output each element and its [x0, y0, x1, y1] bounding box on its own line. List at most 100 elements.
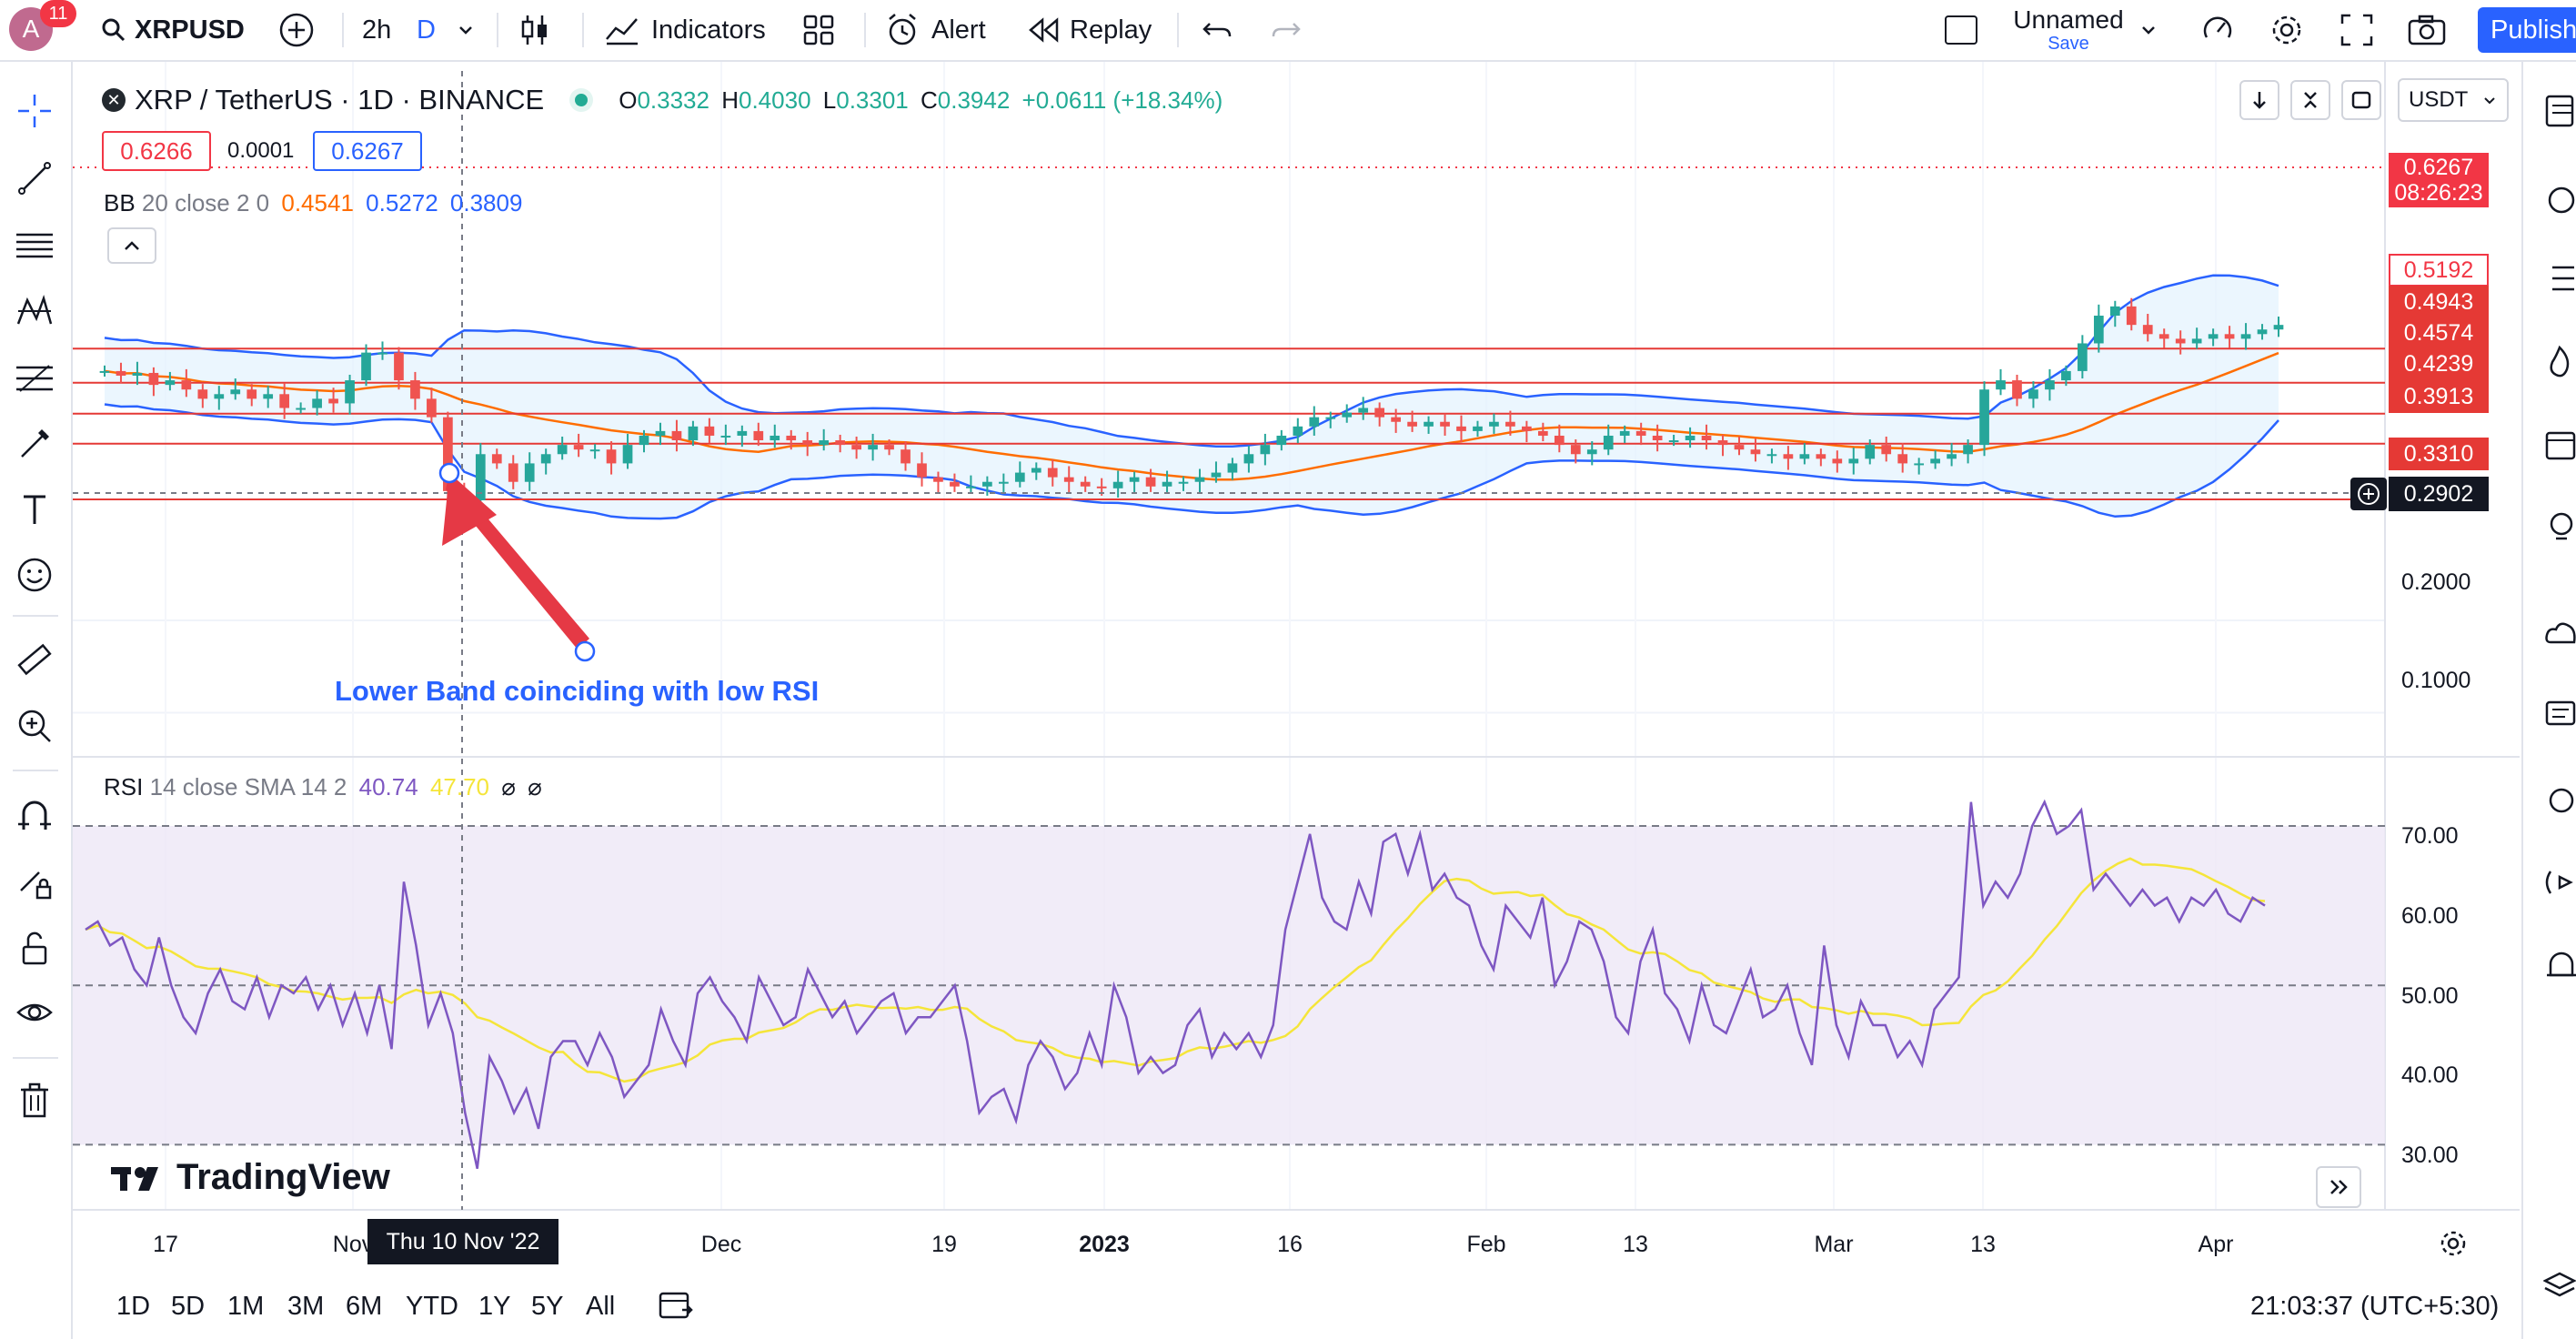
range-ytd-button[interactable]: YTD	[406, 1292, 458, 1321]
candle-body	[1391, 417, 1401, 422]
notifications-button[interactable]	[2538, 944, 2576, 988]
snapshot-button[interactable]	[2407, 0, 2447, 60]
currency-select[interactable]: USDT	[2398, 78, 2509, 122]
streams-button[interactable]	[2538, 611, 2576, 655]
candle-body	[394, 352, 404, 381]
magnet-tool[interactable]	[13, 793, 56, 837]
chart-area[interactable]	[73, 62, 2520, 1277]
indicators-button[interactable]: Indicators	[604, 0, 766, 60]
lock-all-tool[interactable]	[13, 926, 56, 970]
quick-search-button[interactable]	[2199, 0, 2236, 60]
level-label-4239: 0.4239	[2389, 347, 2489, 380]
brush-tool[interactable]	[13, 422, 56, 466]
candle	[1619, 425, 1630, 444]
broadcast-button[interactable]	[2538, 861, 2576, 904]
time-axis-settings-button[interactable]	[2438, 1228, 2469, 1263]
redo-button[interactable]	[1270, 0, 1303, 60]
rsi-legend[interactable]: RSI 14 close SMA 14 2 40.74 47.70 ⌀ ⌀	[104, 773, 542, 801]
chats-button[interactable]	[2538, 693, 2576, 737]
candle	[312, 390, 322, 416]
range-5y-button[interactable]: 5Y	[531, 1292, 564, 1321]
hide-drawings-tool[interactable]	[13, 992, 56, 1035]
symbol-legend[interactable]: ✕ XRP / TetherUS · 1D · BINANCE O0.3332 …	[102, 84, 1223, 116]
ideas-button[interactable]	[2538, 506, 2576, 549]
measure-tool[interactable]	[13, 639, 56, 682]
interval-alt-button[interactable]: D	[417, 0, 436, 60]
goto-date-button[interactable]	[657, 1286, 695, 1327]
interval-dropdown[interactable]	[455, 0, 477, 60]
candle-body	[2028, 389, 2038, 399]
layouts-button[interactable]	[802, 0, 835, 60]
interval-button[interactable]: 2h	[362, 0, 391, 60]
range-1y-button[interactable]: 1Y	[478, 1292, 511, 1321]
horizontal-lines-tool[interactable]	[13, 224, 56, 267]
symbol-search-button[interactable]: XRPUSD	[100, 0, 245, 60]
compare-symbol-button[interactable]	[278, 0, 315, 60]
layout-name-button[interactable]: Unnamed Save	[2005, 5, 2132, 56]
bb-legend[interactable]: BB 20 close 2 0 0.4541 0.5272 0.3809	[104, 189, 522, 217]
chart-type-button[interactable]	[518, 0, 551, 60]
candle-body	[1586, 449, 1597, 455]
crosshair-tool[interactable]	[13, 89, 56, 133]
watchlist-button[interactable]	[2538, 89, 2576, 133]
settings-button[interactable]	[2269, 0, 2305, 60]
layout-checkbox[interactable]	[1945, 0, 1977, 60]
emoji-tool[interactable]	[13, 553, 56, 597]
fib-tool[interactable]	[13, 357, 56, 400]
rsi-tick: 30.00	[2401, 1143, 2459, 1168]
pattern-tool[interactable]	[13, 289, 56, 333]
candle	[328, 388, 338, 413]
layout-dropdown[interactable]	[2138, 0, 2159, 60]
calendar-button[interactable]	[2538, 422, 2576, 466]
range-1d-button[interactable]: 1D	[116, 1292, 151, 1321]
range-6m-button[interactable]: 6M	[346, 1292, 383, 1321]
signals-button[interactable]	[2538, 779, 2576, 822]
remove-drawings-tool[interactable]	[13, 1079, 56, 1123]
annotation-text[interactable]: Lower Band coinciding with low RSI	[335, 675, 820, 707]
object-tree-button[interactable]	[2538, 257, 2576, 300]
add-price-alert-button[interactable]	[2350, 478, 2387, 510]
collapse-legend-button[interactable]	[107, 227, 156, 264]
candle	[933, 471, 943, 493]
trend-line-tool[interactable]	[13, 156, 56, 200]
candle-body	[1897, 454, 1908, 464]
time-label: Mar	[1814, 1232, 1854, 1257]
candle-body	[1112, 481, 1123, 488]
replay-button[interactable]: Replay	[1028, 0, 1152, 60]
layers-button[interactable]	[2538, 1264, 2576, 1308]
scroll-to-realtime-button[interactable]	[2316, 1166, 2361, 1208]
candle-body	[753, 430, 764, 441]
notification-badge[interactable]: 11	[40, 0, 76, 27]
candle	[214, 386, 225, 410]
zoom-tool[interactable]	[13, 704, 56, 748]
range-3m-button[interactable]: 3M	[287, 1292, 325, 1321]
collapse-pane-button[interactable]	[2290, 80, 2330, 120]
candle-body	[1407, 421, 1417, 427]
candle-body	[1440, 421, 1450, 427]
bb-basis-value: 0.4541	[281, 189, 354, 216]
annotation-arrow[interactable]	[438, 462, 596, 662]
rsi-line	[85, 799, 2266, 1169]
eye-icon	[16, 1003, 53, 1022]
alerts-panel-button[interactable]	[2538, 176, 2576, 220]
hotlists-button[interactable]	[2538, 340, 2576, 384]
rsi-tick: 40.00	[2401, 1062, 2459, 1088]
bid-value: 0.6266	[120, 136, 193, 165]
candle	[1505, 410, 1515, 436]
maximize-pane-button[interactable]	[2341, 80, 2381, 120]
lock-drawing-tool[interactable]	[13, 861, 56, 904]
alert-button[interactable]: Alert	[884, 0, 986, 60]
buy-price-box[interactable]: 0.6267	[313, 131, 422, 171]
candle-body	[1211, 472, 1222, 478]
fullscreen-button[interactable]	[2340, 0, 2374, 60]
range-5d-button[interactable]: 5D	[171, 1292, 206, 1321]
clock-display[interactable]: 21:03:37 (UTC+5:30)	[2250, 1292, 2500, 1321]
sell-price-box[interactable]: 0.6266	[102, 131, 211, 171]
scroll-down-button[interactable]	[2239, 80, 2279, 120]
text-tool[interactable]	[13, 488, 56, 531]
range-1m-button[interactable]: 1M	[227, 1292, 265, 1321]
candle-body	[655, 430, 666, 436]
undo-button[interactable]	[1201, 0, 1233, 60]
range-all-button[interactable]: All	[586, 1292, 616, 1321]
publish-button[interactable]: Publish	[2478, 7, 2576, 53]
